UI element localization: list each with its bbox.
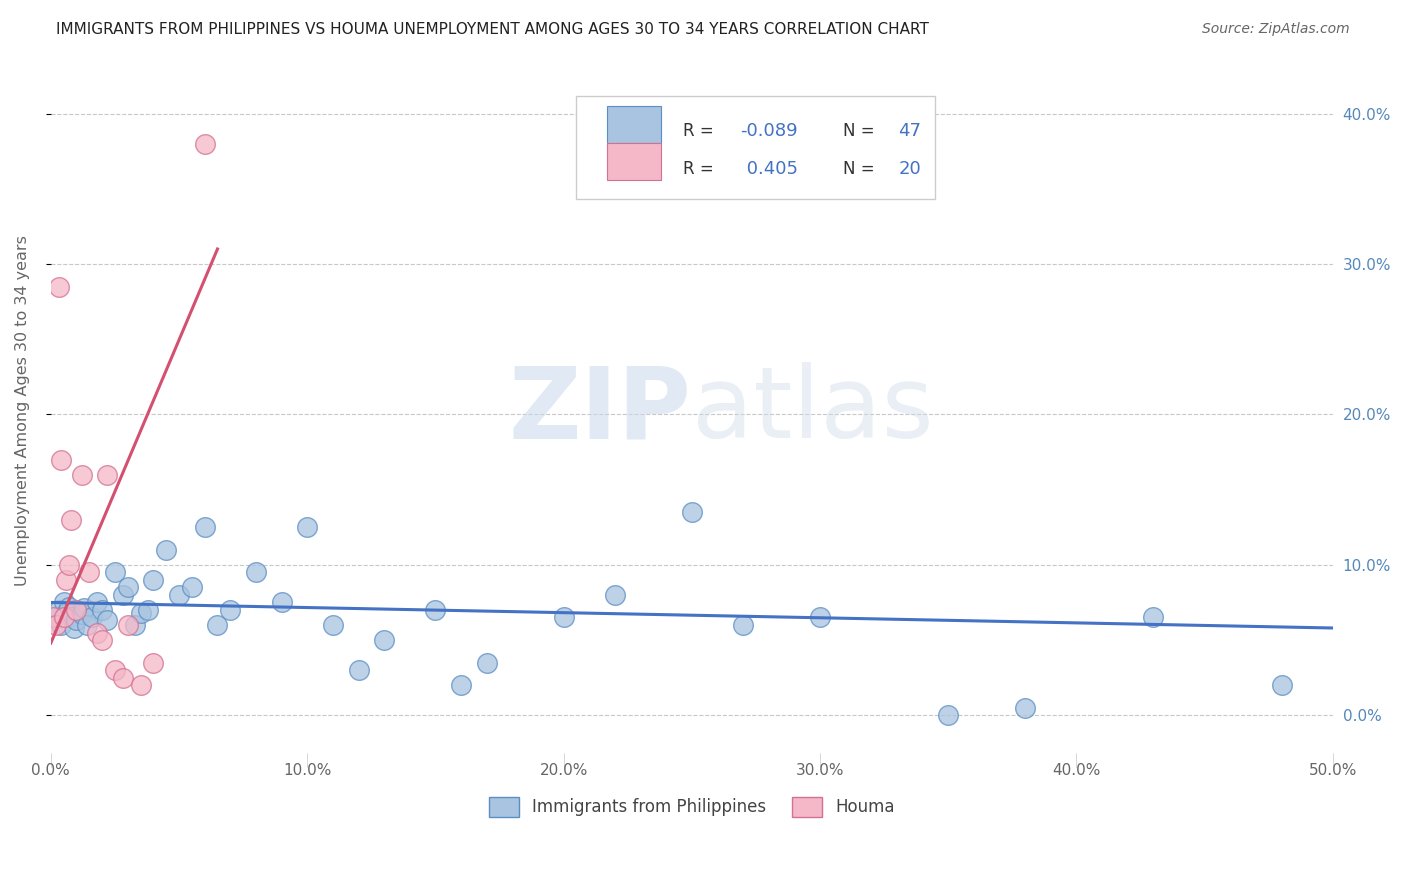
Point xyxy=(58,558,80,572)
Point xyxy=(136,603,159,617)
FancyBboxPatch shape xyxy=(576,96,935,199)
Point xyxy=(450,678,472,692)
FancyBboxPatch shape xyxy=(607,143,661,180)
Point xyxy=(1270,678,1292,692)
Point xyxy=(270,595,292,609)
Point xyxy=(55,606,77,620)
Point xyxy=(86,625,108,640)
Point xyxy=(936,708,959,723)
Point xyxy=(48,279,70,293)
Point xyxy=(155,542,177,557)
Point xyxy=(63,621,86,635)
Point xyxy=(48,603,70,617)
Point xyxy=(42,610,65,624)
Point xyxy=(142,656,165,670)
Point xyxy=(733,618,755,632)
Point xyxy=(111,588,134,602)
Point xyxy=(52,595,75,609)
Point xyxy=(45,610,67,624)
Point xyxy=(73,601,96,615)
Text: 20: 20 xyxy=(898,160,921,178)
Text: -0.089: -0.089 xyxy=(741,122,799,140)
Point xyxy=(96,614,118,628)
Point xyxy=(76,618,98,632)
Point xyxy=(65,603,87,617)
Point xyxy=(86,595,108,609)
Point xyxy=(58,599,80,614)
Point xyxy=(70,467,93,482)
Point xyxy=(425,603,447,617)
Point xyxy=(111,671,134,685)
Point xyxy=(167,588,190,602)
Point xyxy=(207,618,229,632)
Point xyxy=(55,573,77,587)
Point xyxy=(91,633,114,648)
Point xyxy=(245,566,267,580)
Text: Source: ZipAtlas.com: Source: ZipAtlas.com xyxy=(1202,22,1350,37)
Point xyxy=(104,663,127,677)
Point xyxy=(65,614,87,628)
Point xyxy=(79,566,101,580)
Point xyxy=(104,566,127,580)
Point xyxy=(475,656,498,670)
Point xyxy=(49,452,72,467)
Text: 47: 47 xyxy=(898,122,921,140)
Text: atlas: atlas xyxy=(692,362,934,459)
Point xyxy=(1142,610,1164,624)
Text: R =: R = xyxy=(683,122,718,140)
Point xyxy=(219,603,242,617)
Point xyxy=(194,520,217,534)
Legend: Immigrants from Philippines, Houma: Immigrants from Philippines, Houma xyxy=(482,790,901,823)
Point xyxy=(117,581,139,595)
Point xyxy=(194,136,217,151)
FancyBboxPatch shape xyxy=(607,106,661,143)
Point xyxy=(142,573,165,587)
Point xyxy=(49,618,72,632)
Point xyxy=(347,663,370,677)
Point xyxy=(373,633,395,648)
Point xyxy=(553,610,575,624)
Y-axis label: Unemployment Among Ages 30 to 34 years: Unemployment Among Ages 30 to 34 years xyxy=(15,235,30,586)
Point xyxy=(70,607,93,622)
Point xyxy=(1014,700,1036,714)
Point xyxy=(96,467,118,482)
Point xyxy=(91,603,114,617)
Point xyxy=(60,513,83,527)
Point xyxy=(322,618,344,632)
Text: N =: N = xyxy=(844,160,880,178)
Text: ZIP: ZIP xyxy=(509,362,692,459)
Point xyxy=(180,581,202,595)
Point xyxy=(124,618,146,632)
Point xyxy=(297,520,319,534)
Point xyxy=(129,678,152,692)
Point xyxy=(60,610,83,624)
Point xyxy=(808,610,831,624)
Point xyxy=(603,588,626,602)
Point xyxy=(45,618,67,632)
Point xyxy=(80,610,103,624)
Point xyxy=(681,505,703,519)
Text: N =: N = xyxy=(844,122,880,140)
Point xyxy=(129,606,152,620)
Text: IMMIGRANTS FROM PHILIPPINES VS HOUMA UNEMPLOYMENT AMONG AGES 30 TO 34 YEARS CORR: IMMIGRANTS FROM PHILIPPINES VS HOUMA UNE… xyxy=(56,22,929,37)
Text: 0.405: 0.405 xyxy=(741,160,797,178)
Point xyxy=(117,618,139,632)
Text: R =: R = xyxy=(683,160,718,178)
Point xyxy=(52,610,75,624)
